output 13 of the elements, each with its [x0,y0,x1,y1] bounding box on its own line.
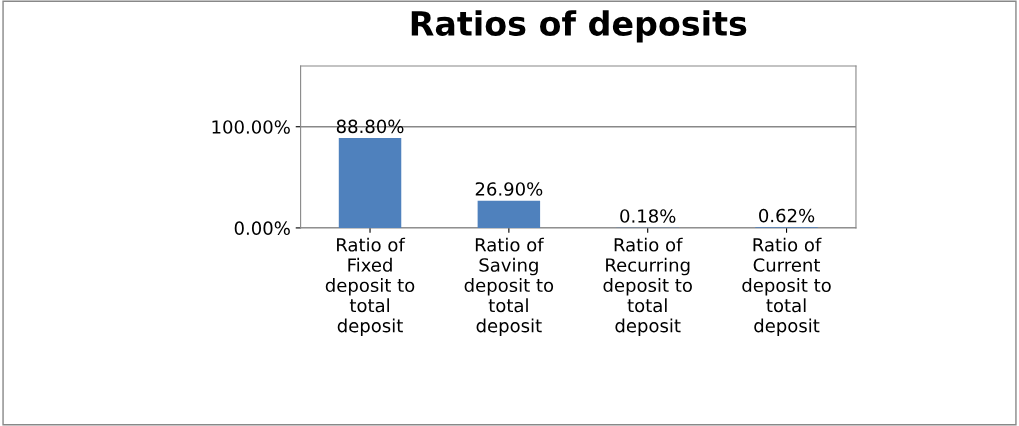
x-tick-label: Ratio of Recurring deposit to total deposit [603,237,692,336]
bar [477,200,541,228]
x-tick-label: Ratio of Current deposit to total deposit [742,237,831,336]
y-tick-label: 0.00% [234,221,290,236]
x-tick-label: Ratio of Fixed deposit to total deposit [325,237,415,336]
y-tick-label: 100.00% [212,120,290,134]
data-label: 0.18% [620,209,676,223]
data-label: 26.90% [475,182,543,196]
chart-title: Ratios of deposits [411,10,747,43]
data-label: 88.80% [336,119,404,134]
data-label: 0.62% [759,208,815,223]
bar [338,138,402,228]
x-tick-label: Ratio of Saving deposit to total deposit [464,237,554,336]
